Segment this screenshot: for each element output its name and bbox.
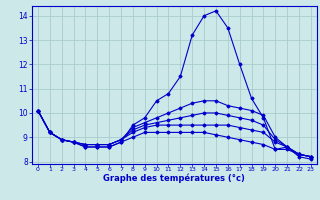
X-axis label: Graphe des températures (°c): Graphe des températures (°c) xyxy=(103,174,245,183)
